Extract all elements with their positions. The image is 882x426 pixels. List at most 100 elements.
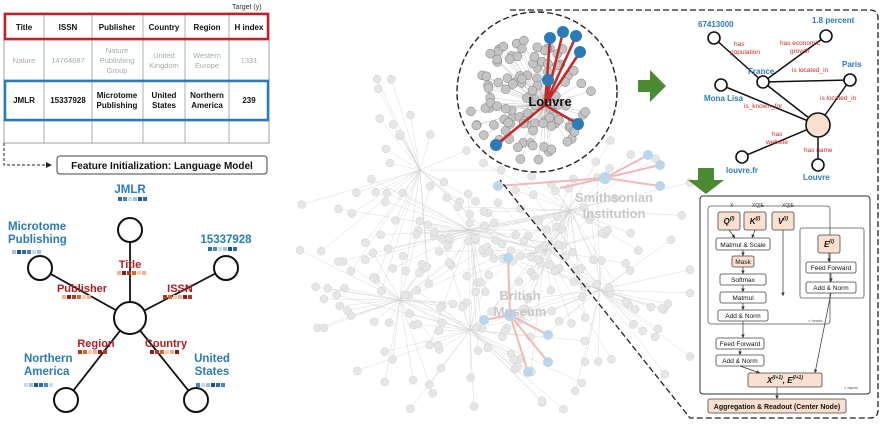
embedding-square xyxy=(168,295,172,299)
bg-edge xyxy=(545,250,626,263)
bg-node xyxy=(581,337,589,345)
bg-node xyxy=(370,318,378,326)
embedding-square xyxy=(142,271,146,275)
kg-paris-node xyxy=(844,74,856,86)
bg-node xyxy=(377,231,385,239)
header-title: Title xyxy=(16,23,33,32)
embedding-square xyxy=(196,383,200,387)
bg-edge xyxy=(545,220,589,250)
bg-edge xyxy=(374,300,400,322)
bg-node xyxy=(372,188,380,196)
jmlr-node xyxy=(118,218,142,242)
embedding-square xyxy=(117,271,121,275)
kg-paris-label: Paris xyxy=(842,60,862,69)
bg-node xyxy=(369,274,377,282)
embedding-square xyxy=(155,350,159,354)
bg-node xyxy=(435,247,443,255)
bg-node xyxy=(589,256,597,264)
embedding-square xyxy=(201,383,205,387)
bg-node xyxy=(530,272,538,280)
jmlr-title: JMLR xyxy=(13,96,35,105)
bg-edge xyxy=(378,89,420,170)
bg-node xyxy=(480,222,488,230)
transformer-diagram: X XQ|E XQ|E Q(l) K(l) V(l) E(l) xyxy=(700,196,870,413)
bg-node xyxy=(485,247,493,255)
bg-node xyxy=(651,333,659,341)
bg-node xyxy=(567,319,575,327)
bg-node xyxy=(445,234,453,242)
bg-edge xyxy=(377,79,420,170)
embedding-square xyxy=(150,350,154,354)
louvre-grey-node xyxy=(530,52,539,61)
bg-edge xyxy=(357,330,470,371)
bg-edge xyxy=(458,207,570,210)
bg-node xyxy=(529,191,537,199)
bg-node xyxy=(353,367,361,375)
header-h-index: H index xyxy=(235,23,264,32)
bg-node xyxy=(320,295,328,303)
bg-node xyxy=(396,130,404,138)
bg-node xyxy=(578,379,586,387)
bg-node xyxy=(361,256,369,264)
bg-node xyxy=(464,190,472,198)
bg-node xyxy=(381,348,389,356)
bg-node xyxy=(463,272,471,280)
bg-node xyxy=(607,137,615,145)
bg-node xyxy=(324,284,332,292)
kg-louvre-label: Louvre xyxy=(803,173,830,182)
embedding-square xyxy=(173,295,177,299)
bg-node xyxy=(594,358,602,366)
embedding-square xyxy=(83,350,87,354)
target-label: Target (y) xyxy=(232,4,262,11)
louvre-grey-node xyxy=(547,122,556,131)
green-arrow-down xyxy=(688,168,724,194)
bg-node xyxy=(571,387,579,395)
louvre-grey-node xyxy=(479,131,488,140)
louvre-grey-node xyxy=(518,44,527,53)
bg-node xyxy=(578,293,586,301)
bg-node xyxy=(658,305,666,313)
embedding-square xyxy=(22,250,26,254)
bg-edge xyxy=(388,230,470,249)
embedding-square xyxy=(228,247,232,251)
bg-node xyxy=(606,164,614,172)
embedding-square xyxy=(128,197,132,201)
bg-node xyxy=(449,300,457,308)
bg-node xyxy=(569,248,577,256)
kg-louvre-center-node xyxy=(806,113,830,137)
bg-node xyxy=(472,197,480,205)
bg-edge xyxy=(484,210,570,212)
bg-node xyxy=(414,320,422,328)
bg-node xyxy=(437,364,445,372)
bg-node xyxy=(336,302,344,310)
bg-node xyxy=(425,381,433,389)
bg-edge xyxy=(420,135,430,171)
embedding-square xyxy=(27,250,31,254)
bg-node xyxy=(511,186,519,194)
bg-node xyxy=(481,288,489,296)
center-node xyxy=(114,302,146,334)
bg-node xyxy=(381,198,389,206)
bg-node xyxy=(353,189,361,197)
bg-node xyxy=(389,121,397,129)
bg-node xyxy=(534,256,542,264)
embedding-square xyxy=(12,250,16,254)
table-to-feature-connector xyxy=(4,143,52,165)
bg-node xyxy=(516,252,524,260)
kg-population-label: 67413000 xyxy=(698,20,734,29)
tf-layers-note: × layers xyxy=(844,385,858,390)
bg-edge xyxy=(393,300,401,359)
bg-node xyxy=(377,287,385,295)
bg-node xyxy=(434,341,442,349)
bg-node xyxy=(627,151,635,159)
bg-node xyxy=(559,405,567,413)
bg-node xyxy=(423,263,431,271)
bg-node xyxy=(639,327,647,335)
bg-node xyxy=(474,347,482,355)
bg-node xyxy=(347,267,355,275)
bg-node xyxy=(399,189,407,197)
header-region: Region xyxy=(193,23,220,32)
embedding-square xyxy=(216,383,220,387)
